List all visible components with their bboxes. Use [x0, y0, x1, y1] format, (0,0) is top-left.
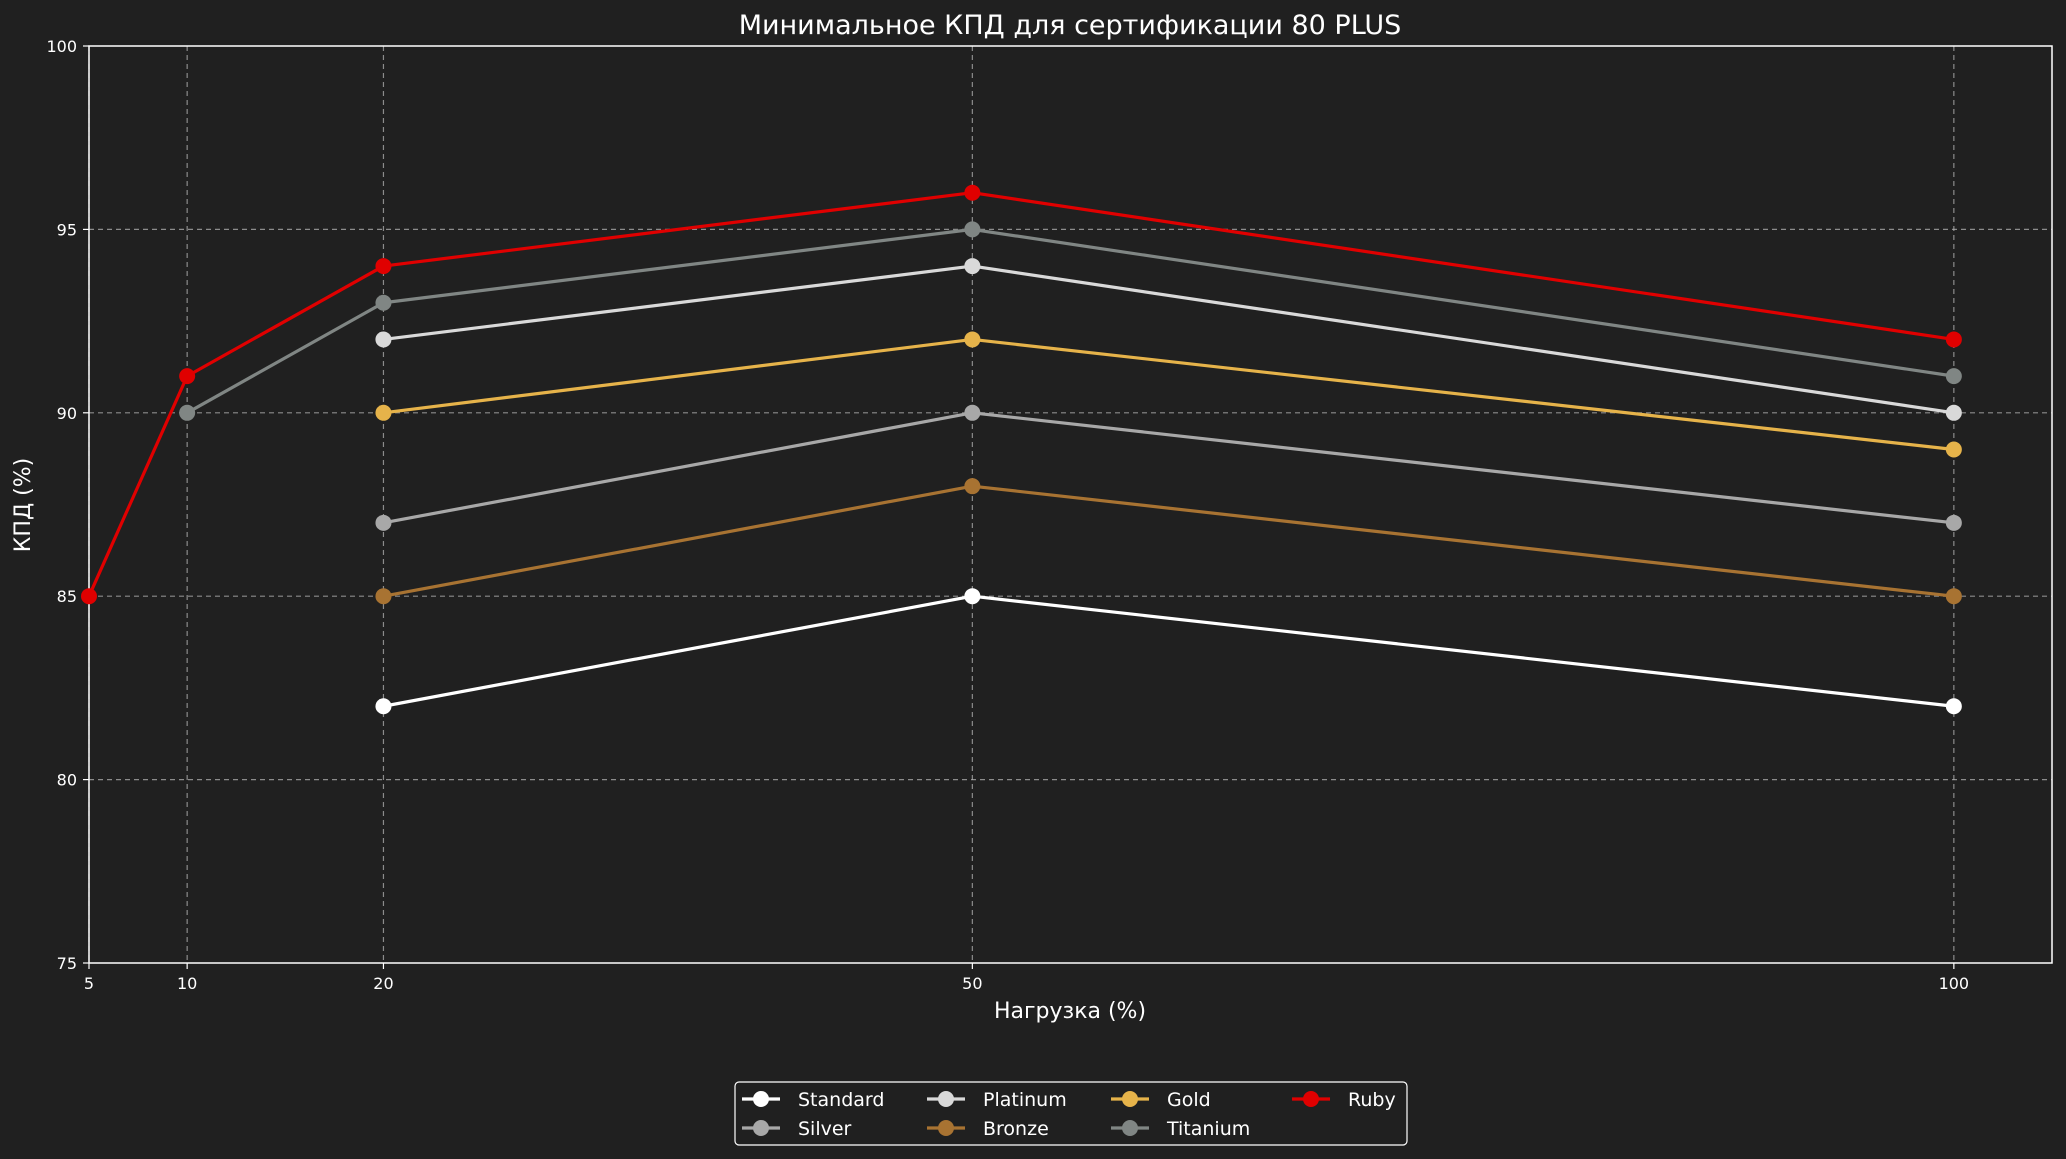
- x-tick-label: 20: [373, 974, 393, 993]
- legend-label-platinum: Platinum: [983, 1089, 1067, 1111]
- x-axis-title: Нагрузка (%): [994, 999, 1146, 1024]
- axis-ticks: 5 10 20 50 100 75 80 85 90 95 100: [46, 37, 1969, 993]
- data-point-titanium: [964, 221, 981, 238]
- series-lines: [81, 184, 1962, 715]
- y-axis-title: КПД (%): [11, 458, 36, 552]
- y-tick-label: 80: [57, 771, 77, 790]
- legend-marker-silver: [753, 1120, 769, 1136]
- data-point-silver: [1945, 514, 1962, 531]
- series-ruby: [81, 184, 1962, 605]
- data-point-titanium: [1945, 368, 1962, 385]
- data-point-ruby: [1945, 331, 1962, 348]
- data-point-titanium: [375, 294, 392, 311]
- legend-marker-titanium: [1122, 1120, 1138, 1136]
- data-point-bronze: [964, 478, 981, 495]
- legend-marker-platinum: [938, 1091, 954, 1107]
- data-point-ruby: [179, 368, 196, 385]
- data-point-bronze: [375, 588, 392, 605]
- data-point-silver: [964, 404, 981, 421]
- data-point-gold: [1945, 441, 1962, 458]
- legend-item-ruby: Ruby: [1292, 1089, 1396, 1111]
- data-point-ruby: [375, 258, 392, 275]
- legend-marker-ruby: [1303, 1091, 1319, 1107]
- series-platinum: [375, 258, 1962, 421]
- data-point-standard: [375, 698, 392, 715]
- legend-item-platinum: Platinum: [927, 1089, 1067, 1111]
- legend-label-bronze: Bronze: [983, 1118, 1049, 1140]
- y-tick-label: 85: [57, 587, 77, 606]
- y-tick-label: 90: [57, 404, 77, 423]
- series-bronze: [375, 478, 1962, 605]
- data-point-bronze: [1945, 588, 1962, 605]
- legend-label-ruby: Ruby: [1348, 1089, 1396, 1111]
- series-line-titanium: [186, 227, 1955, 415]
- plot-frame: [88, 45, 2053, 964]
- y-tick-label: 100: [46, 37, 77, 56]
- data-point-silver: [375, 514, 392, 531]
- legend-marker-gold: [1122, 1091, 1138, 1107]
- legend-label-titanium: Titanium: [1166, 1118, 1250, 1140]
- data-point-titanium: [179, 404, 196, 421]
- series-gold: [375, 331, 1962, 458]
- chart-title: Минимальное КПД для сертификации 80 PLUS: [739, 10, 1402, 41]
- legend-item-standard: Standard: [742, 1089, 884, 1111]
- data-point-gold: [375, 404, 392, 421]
- data-point-platinum: [375, 331, 392, 348]
- legend-item-titanium: Titanium: [1111, 1118, 1250, 1140]
- series-silver: [375, 404, 1962, 531]
- legend-label-gold: Gold: [1167, 1089, 1211, 1111]
- legend: Standard Silver Platinum Bronze Gold Titanium…: [734, 1081, 1408, 1146]
- legend-marker-bronze: [938, 1120, 954, 1136]
- x-tick-label: 5: [84, 974, 94, 993]
- data-point-standard: [1945, 698, 1962, 715]
- y-tick-label: 75: [57, 954, 77, 973]
- data-point-standard: [964, 588, 981, 605]
- legend-label-standard: Standard: [798, 1089, 884, 1111]
- data-point-gold: [964, 331, 981, 348]
- legend-box: [734, 1081, 1408, 1146]
- data-point-ruby: [964, 184, 981, 201]
- data-point-platinum: [1945, 404, 1962, 421]
- data-point-ruby: [81, 588, 97, 605]
- grid-lines: [88, 46, 2052, 963]
- legend-item-bronze: Bronze: [927, 1118, 1049, 1140]
- y-tick-label: 95: [57, 220, 77, 239]
- x-tick-label: 100: [1939, 974, 1970, 993]
- series-standard: [375, 588, 1962, 715]
- data-point-platinum: [964, 258, 981, 275]
- x-tick-label: 50: [962, 974, 982, 993]
- legend-item-silver: Silver: [742, 1118, 852, 1140]
- legend-item-gold: Gold: [1111, 1089, 1211, 1111]
- legend-label-silver: Silver: [798, 1118, 852, 1140]
- x-tick-label: 10: [177, 974, 197, 993]
- series-titanium: [179, 221, 1962, 421]
- legend-marker-standard: [753, 1091, 769, 1107]
